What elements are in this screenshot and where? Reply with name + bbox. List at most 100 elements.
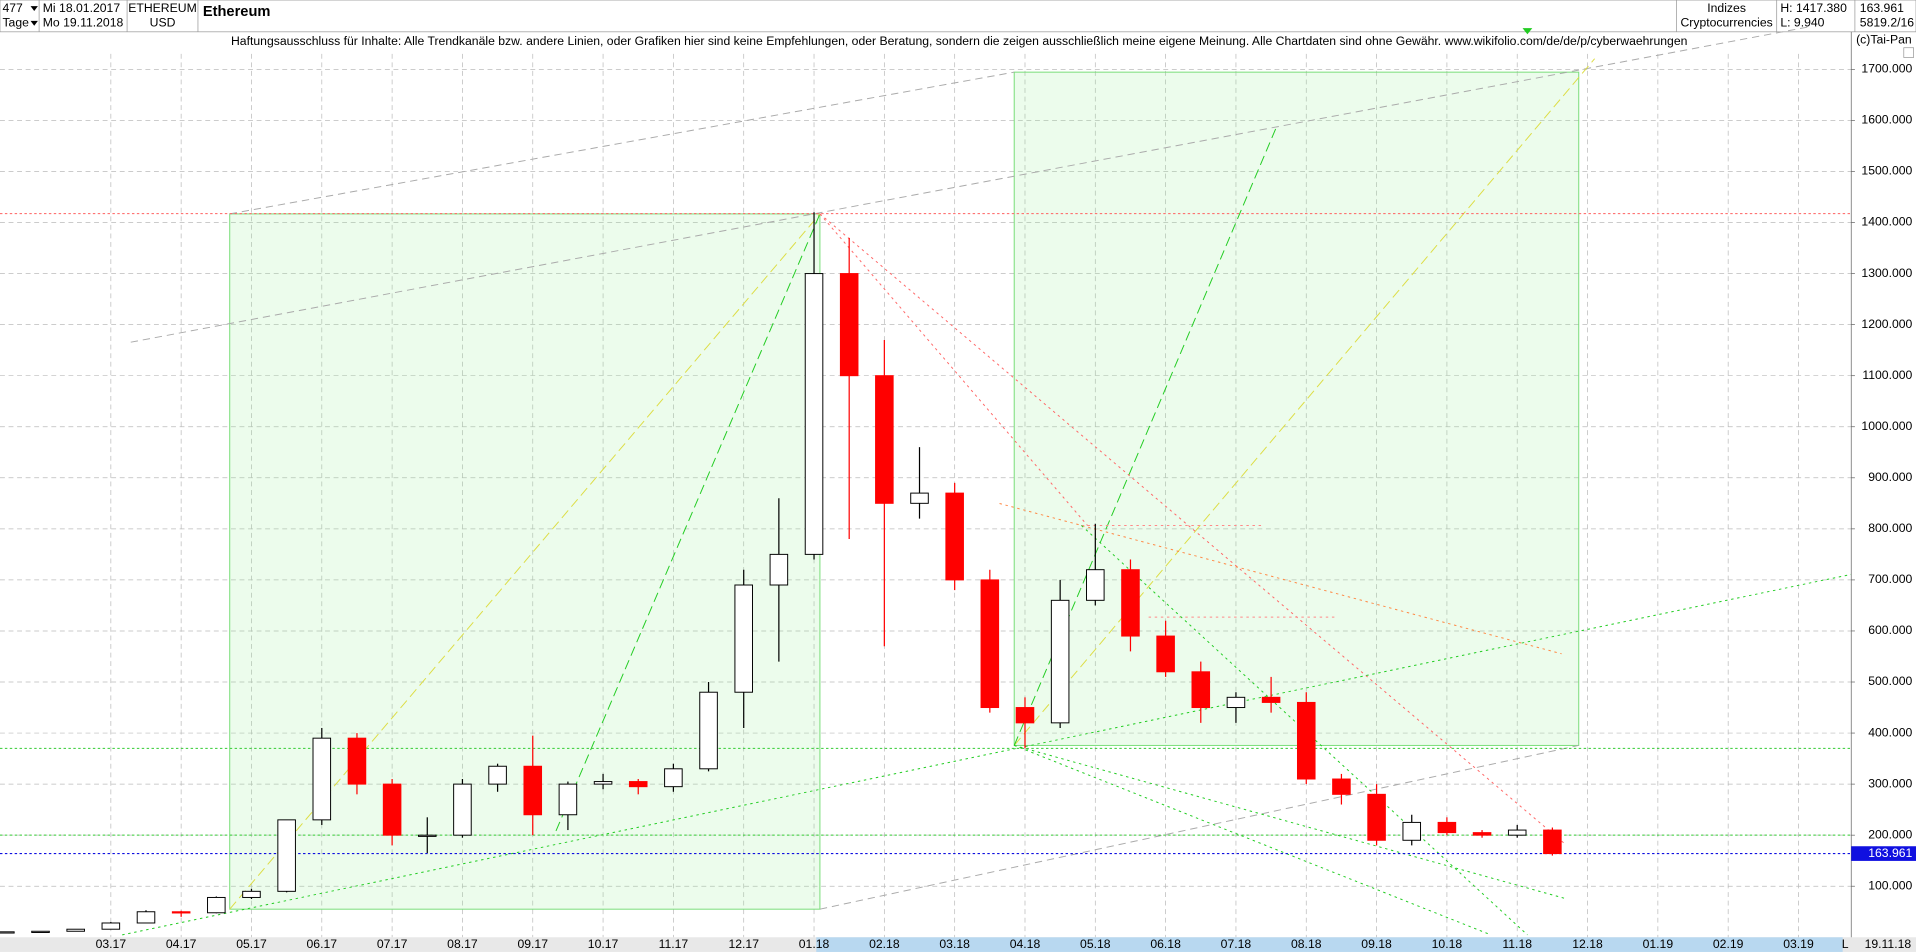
y-tick-label: 900.000 bbox=[1868, 470, 1912, 484]
candle-body bbox=[66, 928, 85, 932]
candle-body bbox=[1156, 635, 1175, 673]
header: 477 Tage Mi 18.01.2017 Mo 19.11.2018 ETH… bbox=[0, 0, 1916, 35]
candle-body bbox=[171, 911, 191, 914]
info: 5819.2/16 bbox=[1860, 15, 1915, 29]
x-tick-label: 11.17 bbox=[659, 937, 689, 951]
y-tick-label: 600.000 bbox=[1868, 623, 1912, 637]
y-tick-label: 1400.000 bbox=[1861, 215, 1912, 229]
period-select[interactable]: Tage bbox=[2, 15, 29, 29]
x-tick-label: 12.17 bbox=[728, 937, 759, 951]
candle-body bbox=[453, 783, 472, 836]
fan-line bbox=[1013, 58, 1596, 746]
candle-body bbox=[1261, 696, 1281, 703]
y-tick-label: 1000.000 bbox=[1861, 419, 1912, 433]
symbol: ETHEREUM bbox=[128, 1, 196, 15]
x-tick-label: 06.17 bbox=[307, 937, 338, 951]
y-tick-label: 700.000 bbox=[1868, 572, 1912, 586]
instrument-name: Ethereum bbox=[203, 4, 271, 20]
last-value: 163.961 bbox=[1860, 1, 1904, 15]
candle-body bbox=[945, 492, 964, 581]
count-select[interactable]: 477 bbox=[2, 1, 23, 15]
candle-body bbox=[699, 691, 718, 770]
candle-body bbox=[839, 273, 859, 377]
candle-body bbox=[277, 819, 296, 892]
axis-date: 19.11.18 bbox=[1865, 937, 1912, 951]
candle-body bbox=[1191, 671, 1211, 709]
y-tick-label: 200.000 bbox=[1868, 827, 1912, 841]
candle-body bbox=[1121, 569, 1140, 637]
candle-body bbox=[734, 584, 753, 693]
disclaimer: Haftungsausschluss für Inhalte: Alle Tre… bbox=[231, 34, 1687, 48]
candles bbox=[0, 212, 1562, 934]
x-tick-label: 01.19 bbox=[1643, 937, 1674, 951]
candle-body bbox=[1472, 832, 1492, 836]
candle-body bbox=[593, 781, 613, 785]
x-tick-label: 02.18 bbox=[869, 937, 900, 951]
subgroup: Cryptocurrencies bbox=[1680, 15, 1772, 29]
trend-line bbox=[819, 213, 1088, 526]
y-tick-label: 1100.000 bbox=[1862, 368, 1912, 382]
candle-body bbox=[0, 931, 15, 934]
candle-body bbox=[523, 765, 543, 816]
x-tick-label: 04.17 bbox=[166, 937, 197, 951]
candle-body bbox=[1402, 821, 1422, 841]
candle-body bbox=[136, 911, 156, 924]
candle-body bbox=[1050, 599, 1070, 724]
high-value: H: 1417.380 bbox=[1780, 1, 1847, 15]
date-from: Mi 18.01.2017 bbox=[43, 1, 121, 15]
candle-body bbox=[207, 896, 226, 914]
y-tick-label: 1300.000 bbox=[1861, 266, 1912, 280]
x-tick-label: 05.17 bbox=[236, 937, 267, 951]
x-tick-label: 10.18 bbox=[1432, 937, 1463, 951]
candle-body bbox=[1367, 793, 1386, 841]
y-tick-label: 1600.000 bbox=[1861, 113, 1912, 127]
x-tick-label: 09.17 bbox=[517, 937, 548, 951]
x-tick-label: 04.18 bbox=[1010, 937, 1041, 951]
group: Indizes bbox=[1707, 1, 1746, 15]
y-tick-label: 500.000 bbox=[1868, 674, 1912, 688]
y-tick-label: 1500.000 bbox=[1861, 164, 1912, 178]
x-tick-label: 10.17 bbox=[588, 937, 619, 951]
candle-body bbox=[347, 737, 367, 785]
candle-body bbox=[1015, 707, 1035, 724]
header-bar bbox=[0, 0, 1916, 33]
x-tick-label: 07.17 bbox=[377, 937, 408, 951]
box bbox=[1013, 71, 1580, 746]
dropdown-arrow[interactable] bbox=[30, 20, 38, 26]
x-tick-label: 08.17 bbox=[447, 937, 478, 951]
x-tick-label: 06.18 bbox=[1150, 937, 1181, 951]
trend-line bbox=[229, 71, 1015, 215]
trend-line bbox=[122, 573, 1852, 936]
candle-body bbox=[1507, 829, 1527, 836]
levels bbox=[0, 213, 1852, 855]
candle-body bbox=[558, 783, 578, 816]
candle-body bbox=[382, 783, 402, 836]
candle-body bbox=[875, 375, 894, 504]
x-tick-label: 12.18 bbox=[1572, 937, 1603, 951]
scale-button[interactable] bbox=[1903, 47, 1914, 58]
x-tick-label: 01.18 bbox=[799, 937, 830, 951]
candle-body bbox=[1437, 821, 1457, 834]
price-tag-label: 163.961 bbox=[1868, 846, 1912, 860]
candle-body bbox=[417, 834, 437, 837]
y-tick-label: 800.000 bbox=[1868, 521, 1912, 535]
candle-body bbox=[1086, 569, 1105, 601]
date-to: Mo 19.11.2018 bbox=[43, 15, 124, 29]
axis-mode: L bbox=[1842, 937, 1849, 951]
trend-line bbox=[819, 744, 1579, 910]
candle-body bbox=[628, 781, 648, 788]
x-tick-label: 07.18 bbox=[1221, 937, 1252, 951]
candle-body bbox=[1543, 829, 1562, 855]
fan-line bbox=[555, 213, 821, 832]
candle-body bbox=[1226, 696, 1246, 709]
candle-body bbox=[242, 890, 261, 898]
dropdown-arrow[interactable] bbox=[30, 6, 38, 12]
y-tick-label: 400.000 bbox=[1868, 725, 1912, 739]
price-tag bbox=[1851, 846, 1916, 861]
x-axis-range bbox=[816, 937, 1843, 952]
y-tick-label: 1700.000 bbox=[1861, 62, 1912, 76]
candle-body bbox=[312, 737, 332, 821]
candle-body bbox=[664, 768, 683, 788]
y-tick-label: 1200.000 bbox=[1861, 317, 1912, 331]
